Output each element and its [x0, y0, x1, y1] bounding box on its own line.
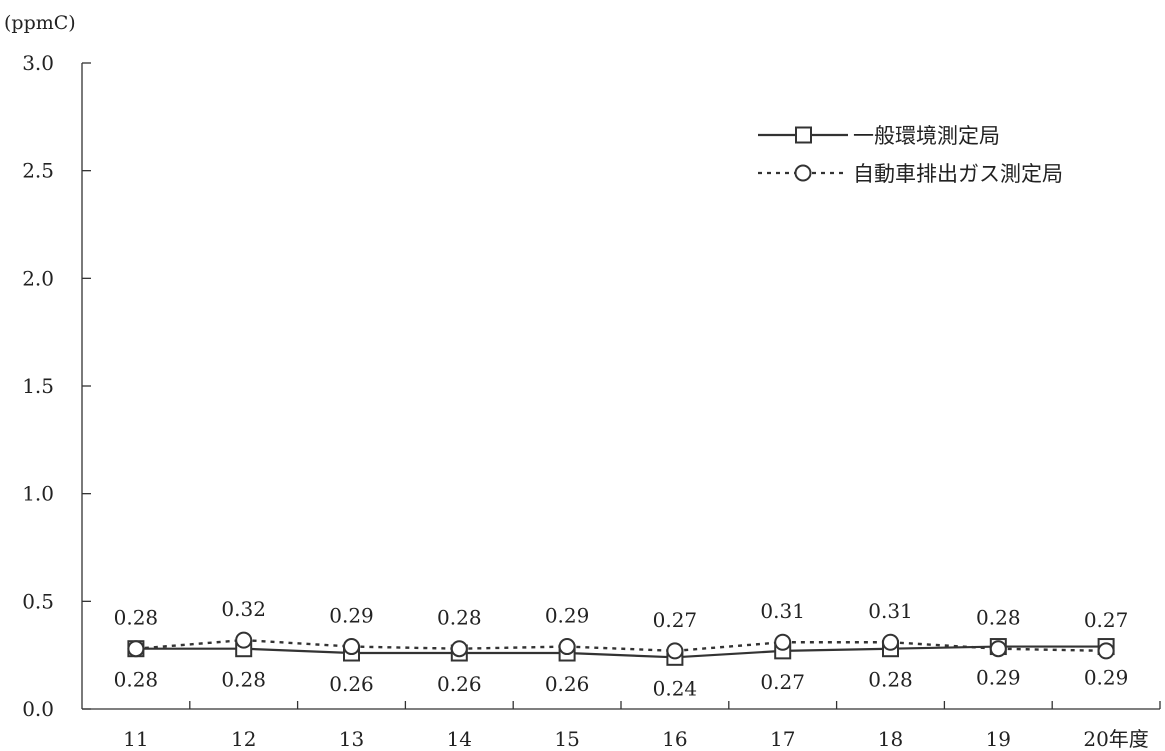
data-label: 0.31	[760, 599, 805, 623]
x-tick-label: 16	[662, 727, 687, 751]
x-tick-label: 19	[986, 727, 1011, 751]
series-2-point	[558, 638, 576, 656]
x-tick-label: 11	[123, 727, 148, 751]
data-label: 0.24	[653, 676, 698, 700]
data-label: 0.31	[868, 599, 913, 623]
data-label: 0.28	[868, 668, 913, 692]
legend-label: 一般環境測定局	[853, 124, 1000, 148]
data-label: 0.29	[545, 604, 590, 628]
x-tick-label: 15	[554, 727, 579, 751]
y-tick-label: 0.0	[22, 697, 54, 721]
y-tick-label: 2.5	[22, 159, 54, 183]
data-label: 0.27	[653, 608, 698, 632]
data-label: 0.29	[976, 666, 1021, 690]
series-line-2	[135, 638, 1107, 653]
y-tick-label: 0.5	[22, 589, 54, 613]
series-2-point	[882, 633, 899, 651]
data-labels: 0.28 0.28 0.26 0.26 0.26 0.24 0.27 0.28 0.29 0.29…	[114, 597, 1129, 700]
series-2-point	[1097, 642, 1115, 660]
series-layer	[127, 631, 1115, 666]
data-label: 0.26	[437, 672, 482, 696]
data-label: 0.29	[329, 604, 374, 628]
data-label: 0.28	[976, 606, 1021, 630]
y-tick-label: 2.0	[22, 266, 54, 290]
series-2-point	[235, 631, 253, 649]
x-tick-label: 13	[339, 727, 364, 751]
series-2-point	[127, 640, 145, 658]
data-label: 0.28	[114, 668, 159, 692]
x-tick-label: 20年度	[1083, 727, 1148, 751]
x-axis-ticks: 11 12 13 14 15 16 17 18 19 20年度	[123, 701, 1161, 751]
y-axis-unit-label: (ppmC)	[4, 12, 76, 34]
y-tick-label: 1.0	[22, 482, 54, 506]
series-2-point	[774, 633, 792, 651]
data-label: 0.29	[1084, 666, 1129, 690]
series-line-1	[135, 645, 1107, 659]
data-label: 0.32	[221, 597, 266, 621]
series-2-point	[343, 638, 360, 656]
y-axis-ticks: 0.0 0.5 1.0 1.5 2.0 2.5 3.0	[22, 51, 91, 721]
x-tick-label: 18	[878, 727, 903, 751]
x-tick-label: 12	[231, 727, 256, 751]
legend-label: 自動車排出ガス測定局	[853, 162, 1063, 186]
y-tick-label: 3.0	[22, 51, 54, 75]
data-label: 0.28	[114, 606, 159, 630]
data-label: 0.28	[437, 606, 482, 630]
legend-marker-circle	[794, 164, 812, 182]
data-label: 0.26	[329, 672, 374, 696]
x-tick-label: 14	[447, 727, 472, 751]
series-2-point	[989, 640, 1007, 658]
data-label: 0.27	[1084, 608, 1129, 632]
data-label: 0.28	[221, 668, 266, 692]
x-tick-label: 17	[770, 727, 795, 751]
series-2-point	[666, 642, 684, 660]
series-2-point	[450, 640, 468, 658]
y-tick-label: 1.5	[22, 374, 54, 398]
legend-marker-square	[795, 126, 812, 144]
data-label: 0.26	[545, 672, 590, 696]
data-label: 0.27	[760, 670, 805, 694]
